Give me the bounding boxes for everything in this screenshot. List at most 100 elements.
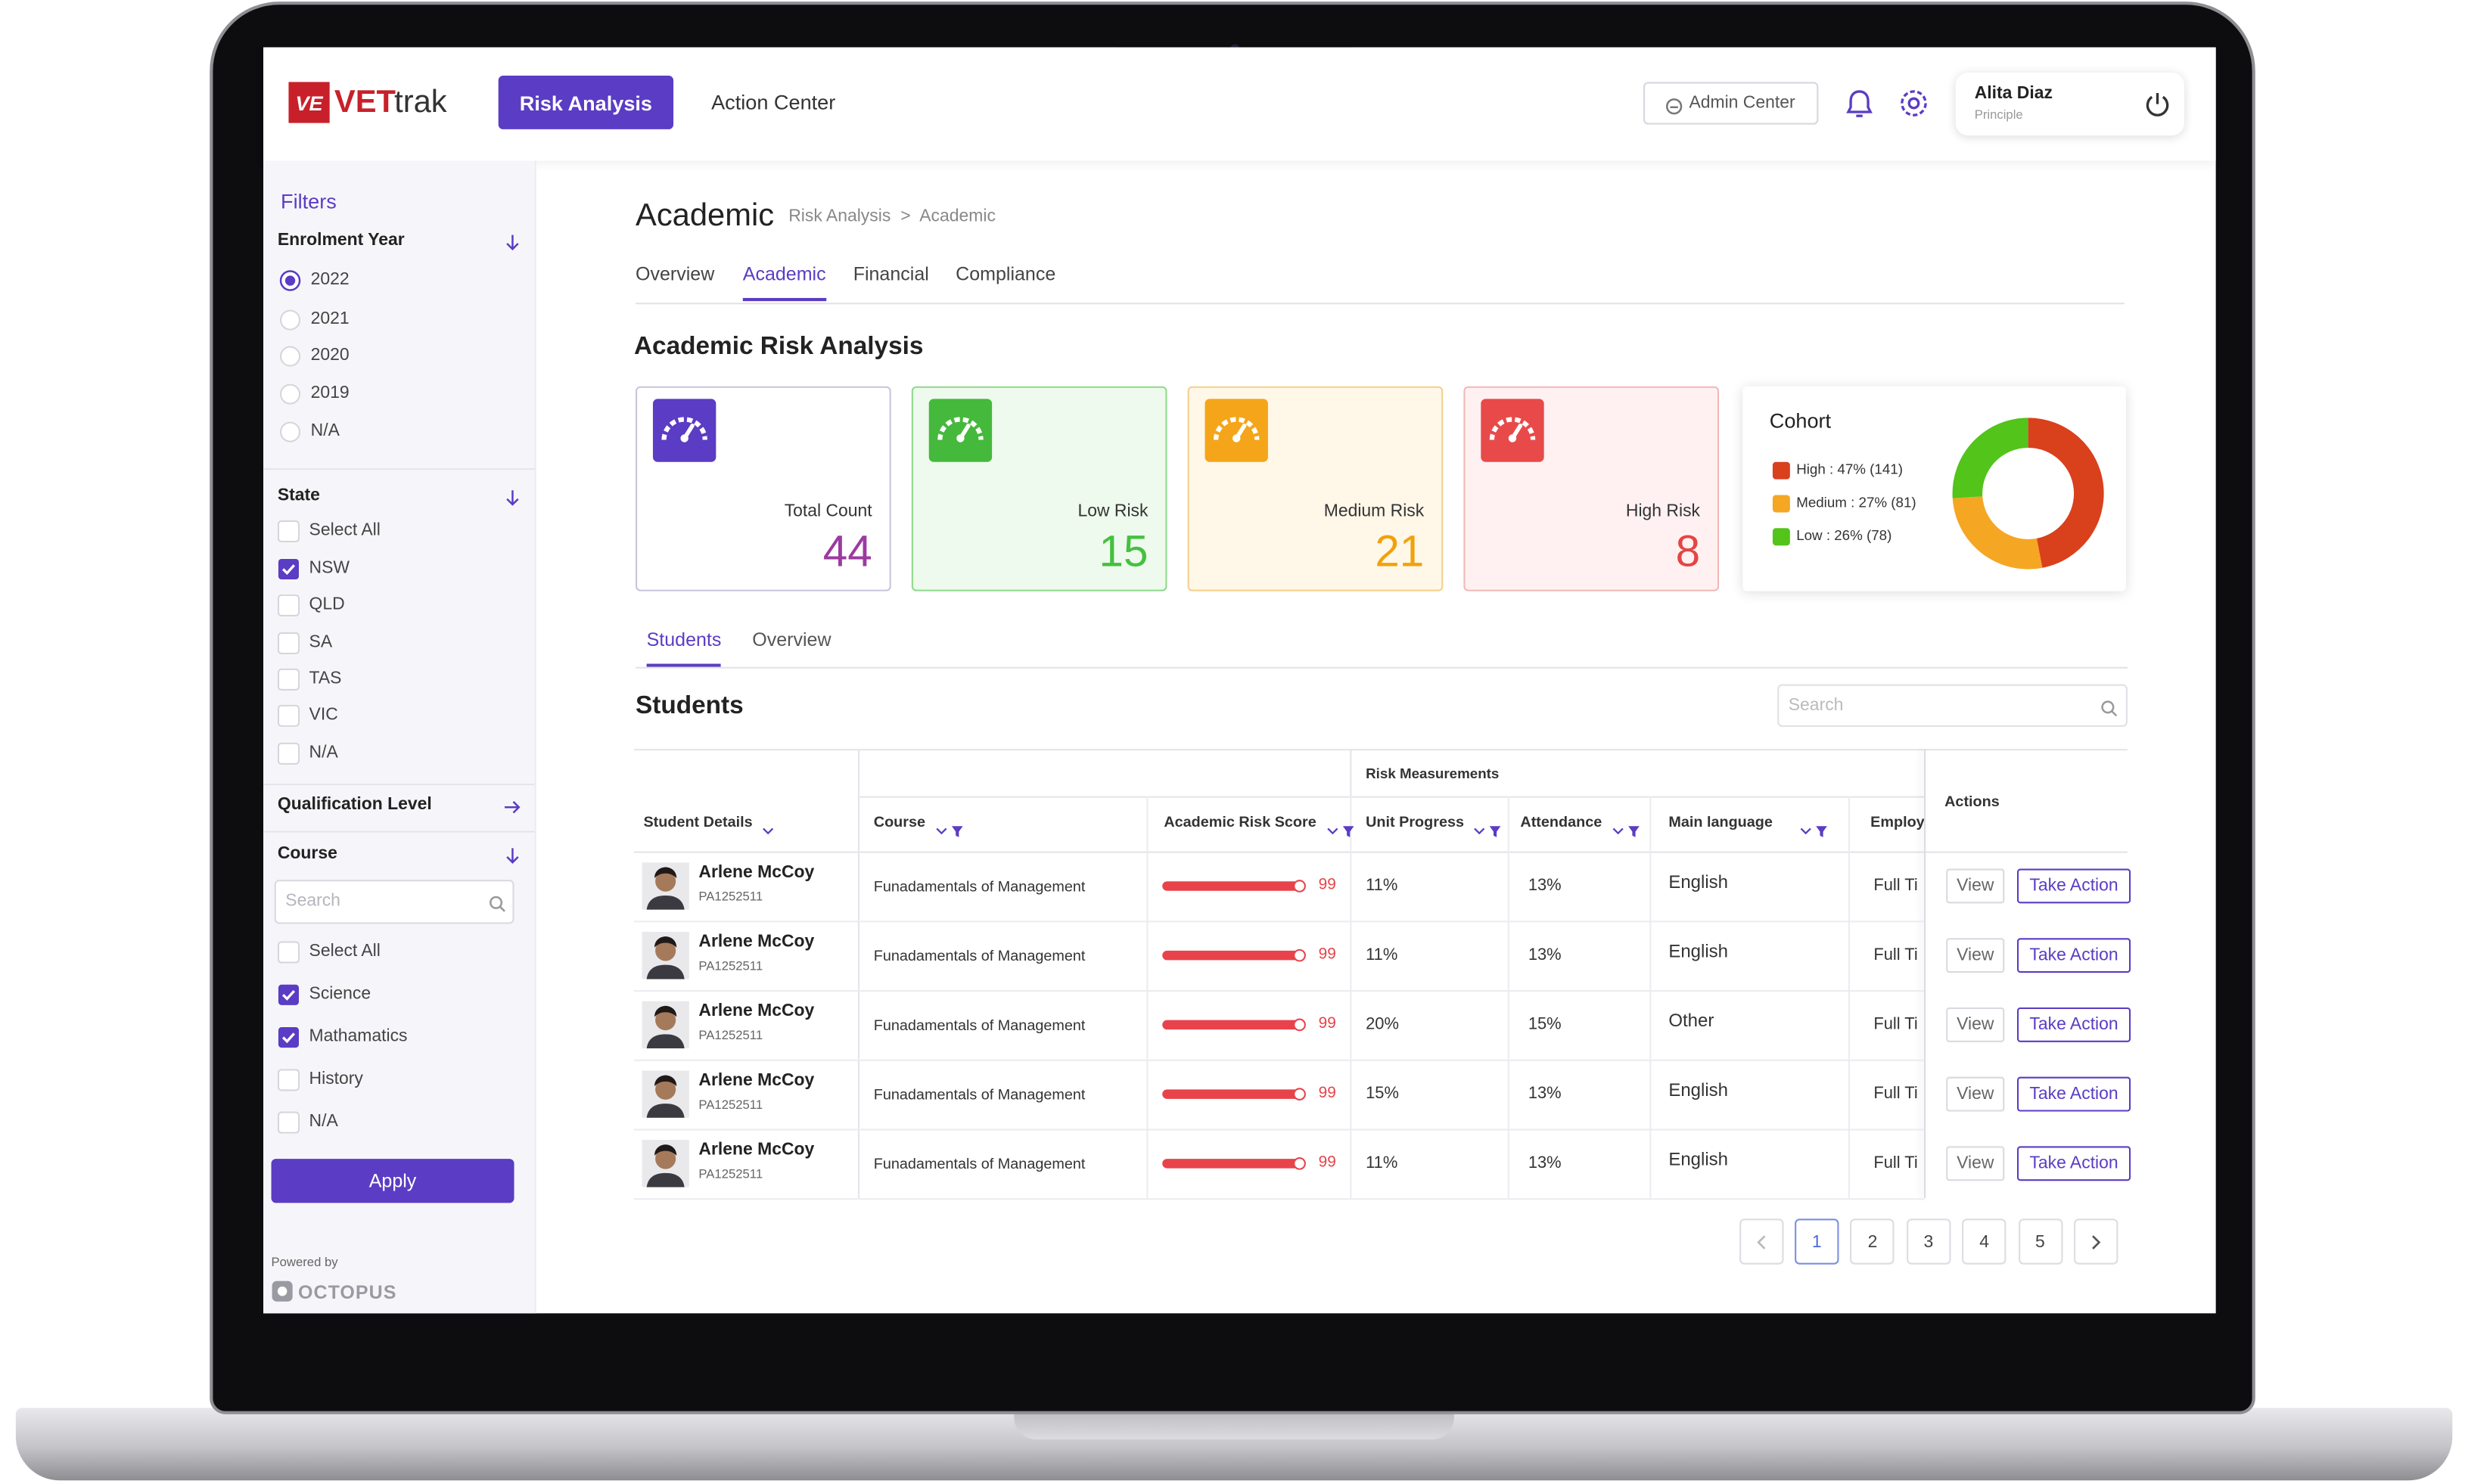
page-button[interactable]: 3 — [1906, 1219, 1951, 1265]
filter-option[interactable]: N/A — [309, 1112, 338, 1132]
filter-option[interactable]: 2020 — [310, 346, 350, 365]
checkbox[interactable] — [277, 632, 300, 655]
student-name[interactable]: Arlene McCoy — [698, 1140, 815, 1160]
filter-option[interactable]: QLD — [309, 595, 345, 614]
view-button[interactable]: View — [1946, 1076, 2005, 1112]
tab[interactable]: Financial — [853, 262, 929, 285]
student-name[interactable]: Arlene McCoy — [698, 932, 815, 952]
checkbox[interactable] — [277, 1111, 300, 1134]
filter-option[interactable]: Mathamatics — [309, 1026, 408, 1046]
view-button[interactable]: View — [1946, 938, 2005, 973]
take-action-button[interactable]: Take Action — [2017, 868, 2131, 904]
checkbox[interactable] — [277, 668, 300, 691]
column-header[interactable]: Actions — [1944, 793, 2000, 812]
page-next[interactable] — [2074, 1219, 2118, 1265]
filter-option[interactable]: History — [309, 1070, 363, 1089]
filter-icon[interactable] — [1815, 817, 1828, 837]
filter-group-title[interactable]: State — [277, 486, 320, 505]
filter-option[interactable]: NSW — [309, 558, 350, 578]
radio[interactable] — [279, 421, 301, 443]
apply-button[interactable]: Apply — [271, 1159, 514, 1203]
user-card[interactable] — [1955, 72, 2184, 136]
filter-option[interactable]: 2022 — [310, 270, 350, 290]
filter-group-title[interactable]: Qualification Level — [277, 795, 432, 815]
checkbox[interactable] — [278, 558, 300, 580]
student-name[interactable]: Arlene McCoy — [698, 1001, 815, 1021]
student-name[interactable]: Arlene McCoy — [698, 1071, 815, 1091]
radio[interactable] — [279, 309, 301, 331]
take-action-button[interactable]: Take Action — [2017, 938, 2131, 973]
view-button[interactable]: View — [1946, 868, 2005, 904]
bell-icon[interactable] — [1845, 88, 1874, 120]
page-button[interactable]: 1 — [1795, 1219, 1839, 1265]
page-button[interactable]: 2 — [1850, 1219, 1895, 1265]
page-prev[interactable] — [1739, 1219, 1784, 1265]
page-button[interactable]: 4 — [1962, 1219, 2007, 1265]
checkbox[interactable] — [278, 984, 300, 1006]
filter-group-title[interactable]: Course — [277, 844, 337, 864]
admin-button[interactable] — [1643, 82, 1819, 125]
filter-option[interactable]: SA — [309, 632, 333, 652]
column-header[interactable]: Main language — [1668, 814, 1773, 832]
group-arrow[interactable] — [503, 796, 522, 815]
column-header[interactable]: Unit Progress — [1366, 814, 1464, 832]
nav-button[interactable]: Risk Analysis — [498, 76, 674, 129]
sort-icon[interactable] — [762, 817, 775, 835]
checkbox[interactable] — [277, 742, 300, 765]
search-box[interactable] — [274, 880, 514, 924]
filter-option[interactable]: N/A — [310, 421, 340, 441]
admin-label[interactable]: Admin Center — [1689, 93, 1795, 113]
group-arrow[interactable] — [503, 231, 522, 251]
sort-icon[interactable] — [935, 817, 948, 835]
filter-icon[interactable] — [951, 817, 964, 837]
power-icon[interactable] — [2143, 90, 2172, 119]
filter-option[interactable]: TAS — [309, 669, 342, 688]
checkbox[interactable] — [277, 1069, 300, 1091]
column-header[interactable]: Employ — [1870, 814, 1925, 832]
group-arrow[interactable] — [503, 845, 522, 864]
column-header[interactable]: Student Details — [643, 814, 753, 832]
sort-icon[interactable] — [1612, 817, 1624, 835]
radio[interactable] — [279, 383, 301, 405]
column-header[interactable]: Attendance — [1520, 814, 1602, 832]
view-button[interactable]: View — [1946, 1007, 2005, 1042]
checkbox[interactable] — [277, 704, 300, 727]
filter-icon[interactable] — [1489, 817, 1502, 837]
tab[interactable]: Overview — [636, 262, 715, 285]
subtab[interactable]: Overview — [752, 629, 832, 651]
group-arrow[interactable] — [503, 487, 522, 506]
subtab[interactable]: Students — [646, 629, 722, 651]
radio[interactable] — [279, 345, 301, 367]
checkbox[interactable] — [278, 1026, 300, 1048]
filter-option[interactable]: 2019 — [310, 383, 350, 403]
page-button[interactable]: 5 — [2018, 1219, 2062, 1265]
gear-icon[interactable] — [1898, 87, 1931, 120]
column-header[interactable]: Academic Risk Score — [1164, 814, 1316, 832]
checkbox[interactable] — [277, 520, 300, 543]
filter-option[interactable]: Select All — [309, 942, 381, 961]
filter-icon[interactable] — [1627, 817, 1640, 837]
breadcrumb[interactable]: Risk Analysis — [788, 206, 891, 226]
tab[interactable]: Academic — [742, 262, 826, 285]
sort-icon[interactable] — [1326, 817, 1339, 835]
view-button[interactable]: View — [1946, 1146, 2005, 1181]
take-action-button[interactable]: Take Action — [2017, 1076, 2131, 1112]
filter-option[interactable]: N/A — [309, 743, 338, 762]
filter-option[interactable]: Science — [309, 984, 371, 1004]
table-search[interactable] — [1777, 684, 2128, 727]
sort-icon[interactable] — [1799, 817, 1812, 835]
filter-option[interactable]: VIC — [309, 705, 338, 725]
filter-option[interactable]: 2021 — [310, 309, 350, 329]
student-name[interactable]: Arlene McCoy — [698, 863, 815, 883]
take-action-button[interactable]: Take Action — [2017, 1007, 2131, 1042]
sort-icon[interactable] — [1473, 817, 1486, 835]
nav-link[interactable]: Action Center — [711, 90, 836, 114]
checkbox[interactable] — [277, 594, 300, 617]
filter-icon[interactable] — [1342, 817, 1355, 837]
column-header[interactable]: Course — [873, 814, 926, 832]
filter-group-title[interactable]: Enrolment Year — [277, 231, 405, 250]
checkbox[interactable] — [277, 941, 300, 964]
tab[interactable]: Compliance — [956, 262, 1056, 285]
filter-option[interactable]: Select All — [309, 520, 381, 540]
take-action-button[interactable]: Take Action — [2017, 1146, 2131, 1181]
